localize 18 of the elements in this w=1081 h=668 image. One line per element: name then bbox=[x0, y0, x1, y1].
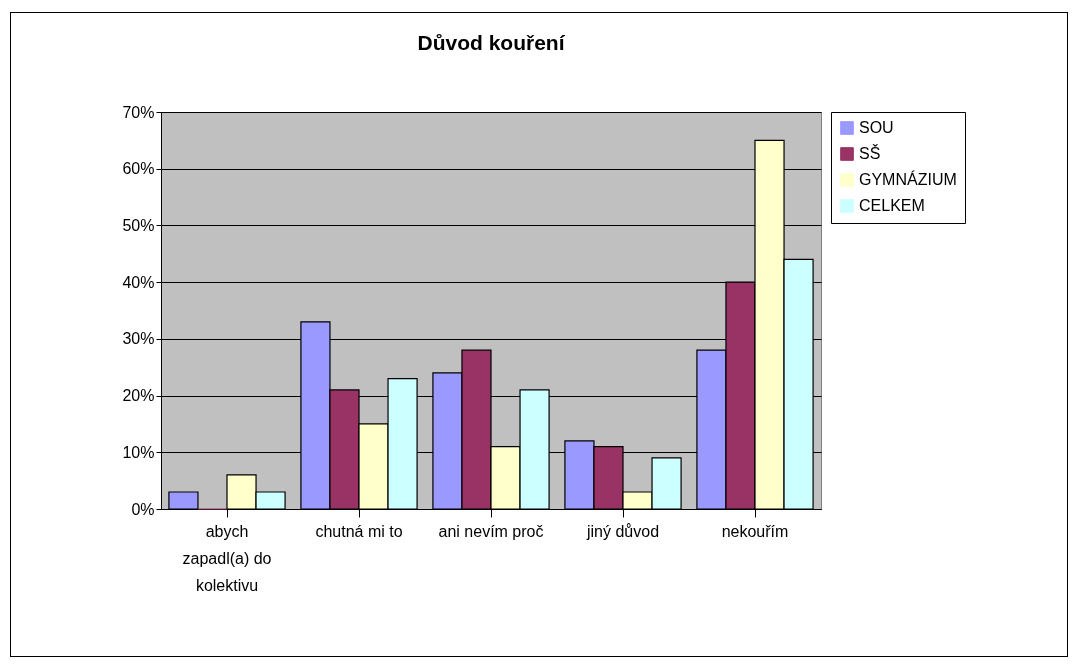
y-tick-label: 50% bbox=[122, 216, 155, 234]
x-tick-label: jiný důvod bbox=[585, 522, 660, 540]
legend-label: SOU bbox=[859, 119, 894, 136]
legend-label: CELKEM bbox=[859, 197, 925, 214]
y-tick-label: 30% bbox=[122, 330, 155, 348]
y-tick-label: 0% bbox=[131, 500, 155, 518]
x-tick-label: chutná mi to bbox=[315, 522, 403, 540]
x-tick-label: ani nevím proč bbox=[438, 522, 544, 540]
y-tick-label: 70% bbox=[122, 103, 155, 121]
legend-label: SŠ bbox=[859, 144, 881, 162]
y-tick-label: 10% bbox=[122, 443, 155, 461]
y-tick-label: 40% bbox=[122, 273, 155, 291]
x-tick-label: nekouřím bbox=[721, 522, 789, 540]
chart-title: Důvod kouření bbox=[417, 31, 566, 54]
y-tick-label: 60% bbox=[122, 160, 155, 178]
legend-label: GYMNÁZIUM bbox=[859, 170, 957, 188]
y-tick-label: 20% bbox=[122, 387, 155, 405]
x-tick-label: abych zapadl(a) do kolektivu bbox=[182, 522, 272, 594]
